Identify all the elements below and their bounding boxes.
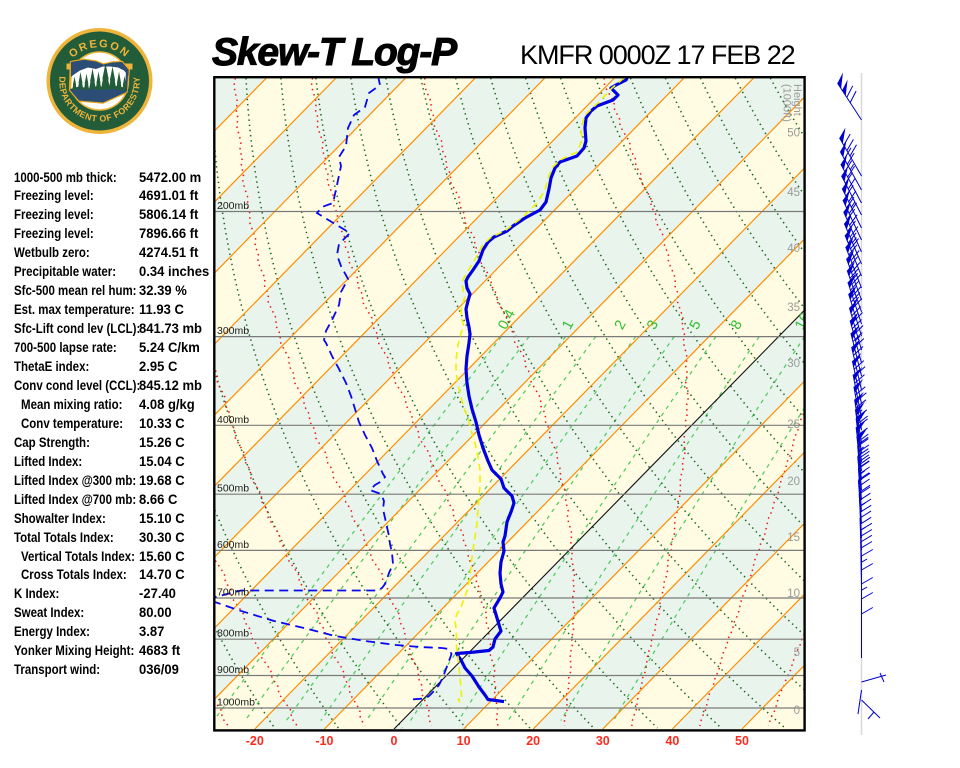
svg-text:16: 16 — [792, 311, 814, 333]
svg-text:20: 20 — [787, 476, 800, 488]
svg-text:15: 15 — [787, 532, 800, 544]
svg-text:500mb: 500mb — [217, 483, 249, 495]
svg-text:700mb: 700mb — [217, 587, 249, 599]
svg-text:25: 25 — [787, 419, 800, 431]
svg-text:20: 20 — [526, 734, 540, 748]
svg-text:(1000ft): (1000ft) — [781, 84, 793, 122]
svg-text:200mb: 200mb — [217, 200, 249, 212]
svg-text:600mb: 600mb — [217, 539, 249, 551]
svg-text:400mb: 400mb — [217, 414, 249, 426]
svg-text:40: 40 — [665, 734, 679, 748]
svg-text:45: 45 — [787, 187, 800, 199]
svg-text:50: 50 — [735, 734, 749, 748]
svg-text:5: 5 — [794, 647, 800, 659]
svg-text:50: 50 — [787, 128, 800, 140]
svg-text:900mb: 900mb — [217, 664, 249, 676]
svg-text:Height: Height — [791, 84, 803, 116]
svg-text:300mb: 300mb — [217, 325, 249, 337]
svg-text:0: 0 — [794, 705, 800, 717]
svg-text:800mb: 800mb — [217, 628, 249, 640]
svg-text:30: 30 — [596, 734, 610, 748]
svg-text:35: 35 — [787, 302, 800, 314]
svg-text:-10: -10 — [315, 734, 333, 748]
svg-text:1000mb: 1000mb — [217, 697, 255, 709]
svg-text:10: 10 — [787, 588, 800, 600]
svg-text:10: 10 — [457, 734, 471, 748]
svg-text:30: 30 — [787, 358, 800, 370]
svg-text:40: 40 — [787, 243, 800, 255]
svg-text:0: 0 — [391, 734, 398, 748]
svg-text:-20: -20 — [246, 734, 264, 748]
